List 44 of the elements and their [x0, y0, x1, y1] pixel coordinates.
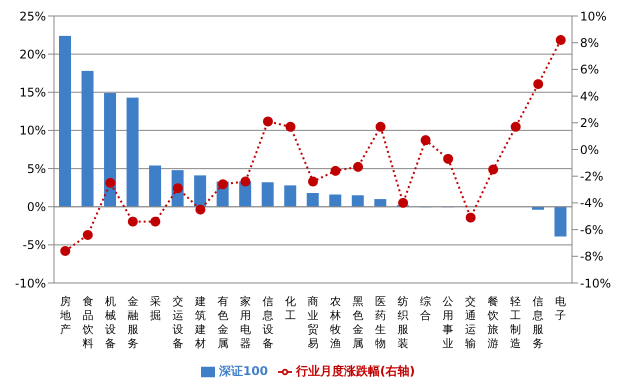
x-tick-label: 信息服务 — [532, 295, 544, 350]
x-tick-label: 黑色金属 — [352, 295, 364, 350]
x-tick-label: 综合 — [420, 295, 432, 322]
y2-tick-label: 4% — [580, 89, 600, 104]
x-tick-label: 食品饮料 — [81, 295, 94, 350]
y2-tick-label: -6% — [580, 222, 604, 237]
y-tick-label: 0% — [26, 200, 46, 214]
y2-tick-label: 10% — [580, 9, 607, 24]
x-tick-label: 机械设备 — [104, 295, 116, 350]
x-tick-label: 餐饮旅游 — [486, 295, 499, 350]
x-tick-label: 采掘 — [150, 295, 161, 322]
x-tick-label: 交通运输 — [465, 295, 476, 350]
x-tick-label: 医药生物 — [375, 295, 386, 350]
y2-tick-label: 6% — [580, 62, 600, 77]
x-tick-label: 家用电器 — [240, 295, 251, 350]
y2-tick-label: -4% — [580, 196, 604, 210]
y-tick-label: 10% — [19, 124, 46, 138]
x-tick-label: 电子 — [555, 295, 566, 322]
legend-label: 深证100 — [218, 364, 268, 378]
y-tick-label: 20% — [19, 47, 46, 62]
y2-tick-label: -8% — [580, 250, 604, 264]
x-tick-label: 建筑建材 — [194, 295, 206, 350]
y-tick-label: -10% — [14, 276, 46, 290]
y2-tick-label: 8% — [580, 36, 600, 50]
x-tick-label: 商业贸易 — [308, 295, 318, 350]
x-tick-label: 公用事业 — [442, 295, 454, 350]
x-tick-label: 房地产 — [58, 295, 71, 336]
x-tick-label: 化工 — [284, 295, 296, 322]
x-tick-label: 有色金属 — [217, 295, 228, 350]
y-tick-label: -5% — [22, 238, 46, 252]
x-tick-label: 纺织服装 — [398, 295, 409, 350]
x-tick-label: 交运设备 — [172, 295, 184, 350]
legend-label: 行业月度涨跌幅(右轴) — [296, 364, 416, 378]
x-tick-label: 金融服务 — [127, 295, 138, 350]
y2-tick-label: -10% — [580, 276, 612, 290]
y-tick-label: 25% — [19, 9, 46, 24]
y2-tick-label: 0% — [580, 142, 600, 157]
x-tick-label: 信息设备 — [261, 295, 274, 350]
y2-tick-label: 2% — [580, 116, 600, 130]
y-tick-label: 15% — [19, 86, 46, 100]
x-tick-label: 轻工制造 — [510, 295, 522, 350]
y-tick-label: 5% — [26, 162, 46, 176]
x-tick-label: 农林牧渔 — [329, 295, 342, 350]
y2-tick-label: -2% — [580, 169, 604, 184]
